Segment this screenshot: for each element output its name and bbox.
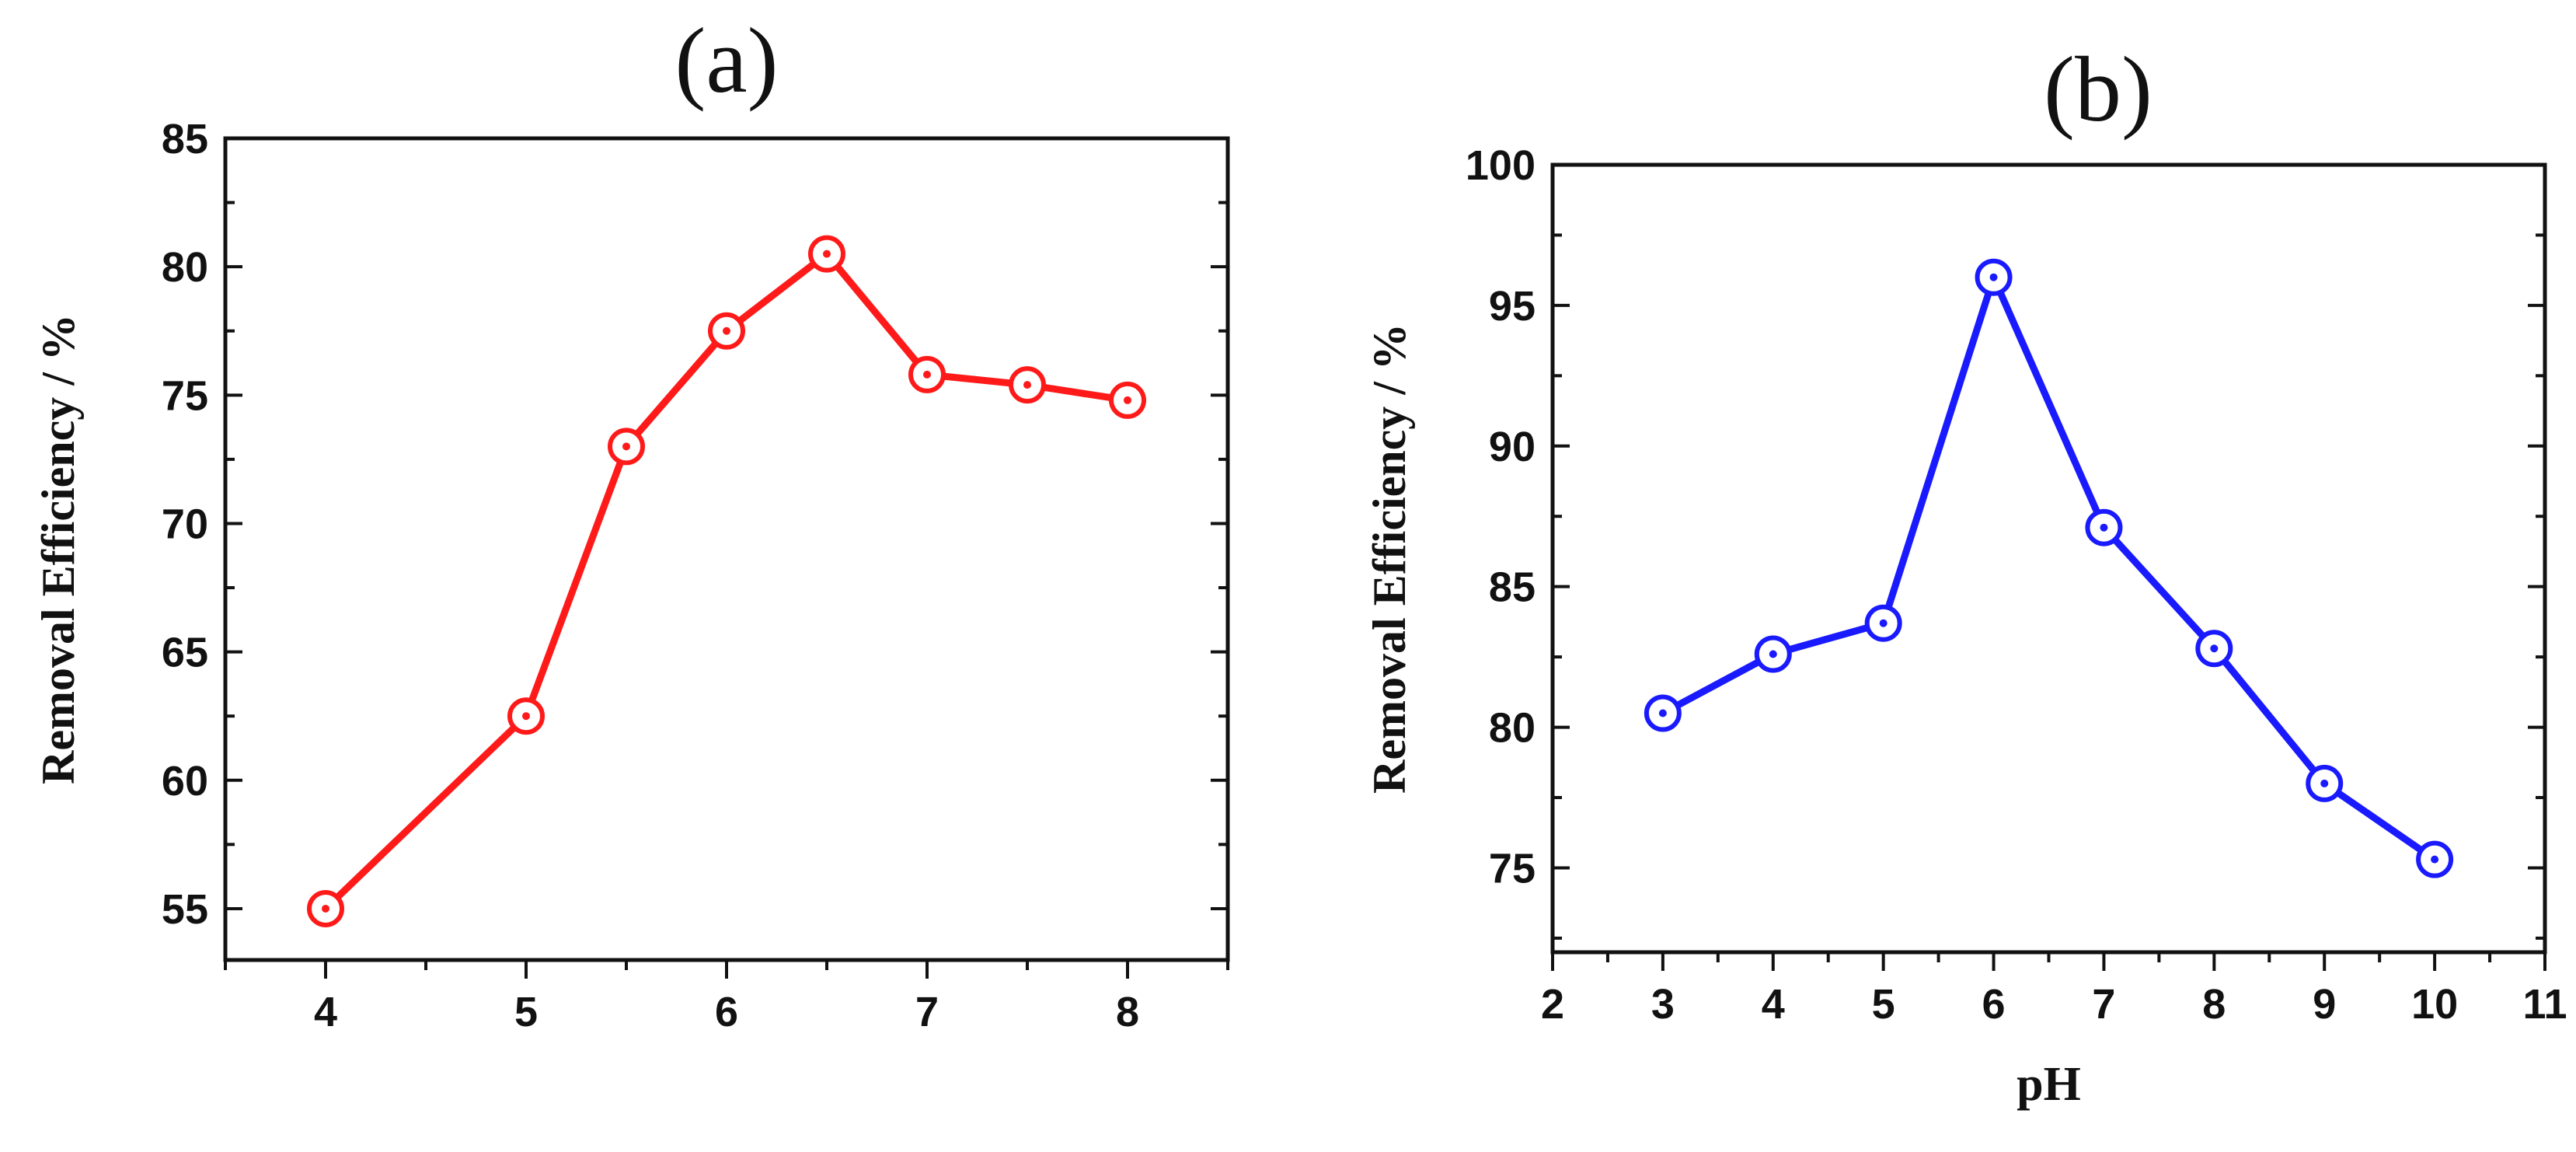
- x-tick-label: 9: [2313, 981, 2336, 1028]
- x-tick-label: 6: [715, 989, 738, 1035]
- panel-label: (b): [2044, 37, 2152, 141]
- data-point-dot: [2320, 779, 2329, 787]
- data-point: [1864, 604, 1902, 642]
- x-tick-label: 4: [1762, 981, 1785, 1028]
- data-point-dot: [2431, 855, 2439, 864]
- x-tick-label: 7: [915, 989, 939, 1035]
- x-tick-label: 7: [2092, 981, 2115, 1028]
- data-point-dot: [1769, 650, 1777, 658]
- x-tick-label: 4: [314, 989, 337, 1035]
- data-point-dot: [622, 442, 630, 451]
- series-line: [1661, 274, 2437, 863]
- data-point-dot: [522, 712, 530, 721]
- plot-frame: [223, 136, 1230, 962]
- y-tick-label: 80: [1489, 705, 1535, 752]
- data-point-dot: [1989, 273, 1998, 281]
- data-point: [307, 889, 344, 927]
- data-point: [708, 312, 745, 350]
- data-point: [608, 428, 645, 466]
- y-tick-label: 85: [1489, 564, 1535, 611]
- y-tick-label: 100: [1466, 142, 1535, 189]
- y-tick-label: 75: [162, 372, 208, 419]
- y-tick-label: 65: [162, 630, 208, 676]
- y-tick-label: 60: [162, 758, 208, 805]
- x-tick-label: 5: [514, 989, 538, 1035]
- x-tick-label: 8: [2202, 981, 2226, 1028]
- data-point: [1644, 694, 1682, 732]
- data-point-dot: [923, 370, 931, 379]
- data-point: [808, 235, 845, 273]
- data-point-dot: [1879, 619, 1888, 627]
- data-point: [507, 697, 545, 735]
- y-tick-label: 95: [1489, 283, 1535, 330]
- x-axis-label: pH: [2017, 1058, 2081, 1111]
- data-point: [1754, 635, 1792, 673]
- data-point: [2416, 840, 2454, 878]
- y-tick-label: 75: [1489, 845, 1535, 892]
- panel-label: (a): [675, 9, 778, 112]
- data-point: [1009, 366, 1046, 404]
- data-point-dot: [2210, 644, 2219, 653]
- data-point-dot: [723, 326, 730, 335]
- series-line: [322, 250, 1128, 912]
- y-tick-label: 70: [162, 501, 208, 547]
- data-point-dot: [823, 250, 831, 258]
- data-point-dot: [1124, 396, 1131, 404]
- y-tick-label: 55: [162, 886, 208, 933]
- data-point: [1975, 258, 2013, 296]
- x-tick-label: 2: [1541, 981, 1564, 1028]
- data-point-dot: [1023, 381, 1031, 389]
- data-point-dot: [1658, 709, 1667, 717]
- x-tick-label: 10: [2411, 981, 2458, 1028]
- panel-a: (a) 55 60 65 70 75 80 85 4 5 6 7 8 Removal Efficiency…: [33, 9, 1230, 1035]
- x-tick-label: 8: [1116, 989, 1139, 1035]
- data-point: [2195, 630, 2233, 668]
- data-point-dot: [322, 904, 329, 913]
- data-point: [1109, 381, 1146, 419]
- x-tick-label: 6: [1982, 981, 2006, 1028]
- data-point: [2085, 508, 2123, 546]
- data-point-dot: [2100, 523, 2108, 532]
- y-tick-label: 85: [162, 116, 208, 162]
- y-tick-label: 80: [162, 244, 208, 291]
- panel-b: (b) 75 80 85 90 95 100 2 3 4 5 6 7 8 9 10 11 Removal Effi…: [1364, 37, 2567, 1111]
- y-axis-label: Removal Efficiency / %: [1364, 323, 1415, 794]
- x-tick-label: 5: [1872, 981, 1895, 1028]
- y-tick-label: 90: [1489, 424, 1535, 470]
- data-point: [2306, 764, 2344, 802]
- data-point: [908, 355, 946, 393]
- x-tick-label: 11: [2522, 981, 2567, 1028]
- y-axis-label: Removal Efficiency / %: [33, 314, 84, 784]
- x-tick-label: 3: [1651, 981, 1675, 1028]
